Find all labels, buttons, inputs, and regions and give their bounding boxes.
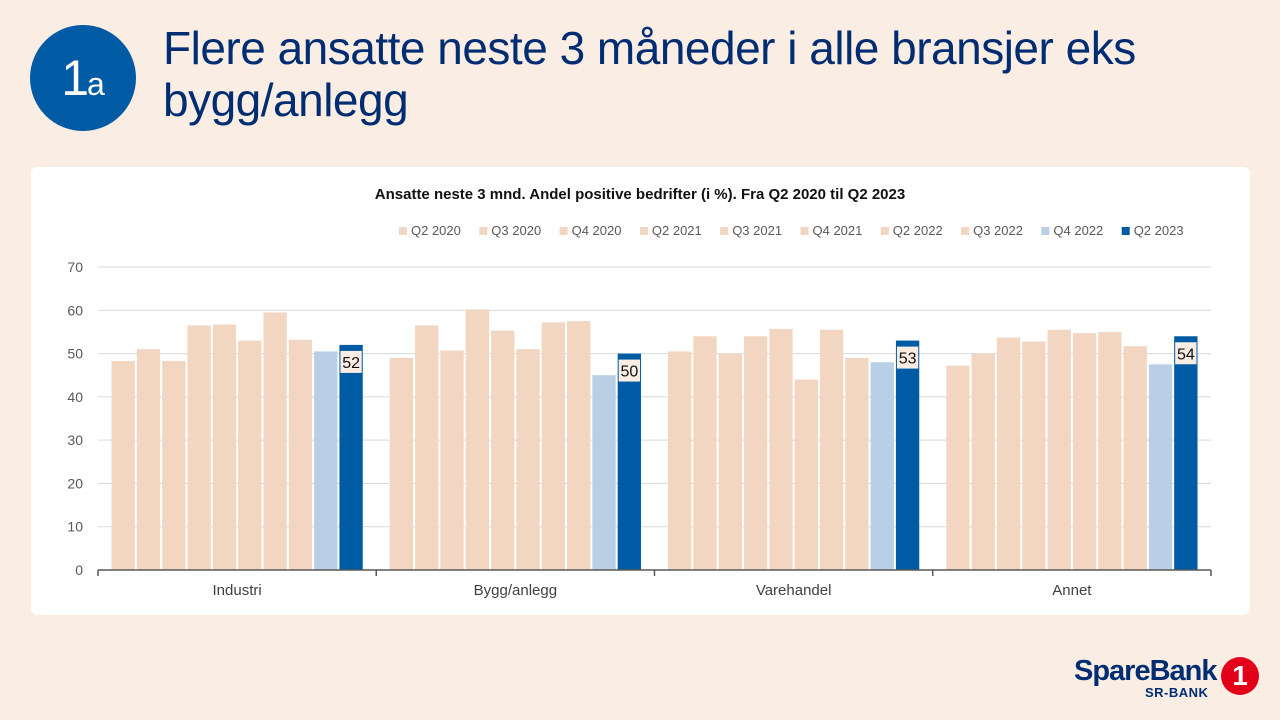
- bar: [1072, 333, 1097, 570]
- legend-label: Q4 2020: [572, 223, 622, 238]
- bar: [440, 350, 464, 570]
- bar: [541, 322, 566, 570]
- bar: [617, 353, 641, 570]
- bar: [1174, 336, 1198, 570]
- y-tick-label: 0: [75, 562, 83, 578]
- logo-wordmark: SpareBank: [1074, 655, 1218, 687]
- bar: [668, 351, 692, 570]
- legend-swatch: [1041, 227, 1050, 235]
- bar: [212, 324, 237, 570]
- bar: [794, 379, 818, 570]
- logo-one-mark: 1: [1221, 657, 1259, 695]
- bar: [465, 309, 490, 570]
- bar: [162, 360, 186, 570]
- data-label-box: [896, 346, 919, 369]
- legend-label: Q2 2021: [652, 223, 702, 238]
- bar: [743, 336, 768, 570]
- data-label: 50: [620, 364, 638, 381]
- legend-swatch: [720, 227, 729, 235]
- legend-swatch: [559, 227, 568, 235]
- bar: [1148, 364, 1173, 570]
- bar: [1098, 331, 1122, 570]
- bar: [1022, 341, 1046, 570]
- bar: [567, 321, 591, 570]
- bar: [187, 325, 211, 570]
- data-label: 52: [342, 355, 360, 372]
- bar: [769, 328, 793, 570]
- legend-swatch: [1121, 227, 1130, 235]
- legend-label: Q4 2022: [1053, 223, 1103, 238]
- sparebank-logo: SpareBank SR-BANK 1: [1074, 655, 1259, 700]
- bar: [288, 339, 313, 570]
- legend-label: Q3 2021: [732, 223, 782, 238]
- bar: [819, 329, 844, 570]
- bar: [415, 325, 439, 570]
- bar: [895, 340, 920, 570]
- legend-label: Q2 2022: [893, 223, 943, 238]
- bar: [263, 312, 287, 570]
- bar: [946, 365, 970, 570]
- legend-swatch: [800, 227, 809, 235]
- logo-subtitle: SR-BANK: [1145, 685, 1209, 700]
- legend-swatch: [961, 227, 970, 235]
- data-label: 53: [899, 351, 917, 368]
- bar: [693, 336, 717, 570]
- section-badge: 1 a: [30, 25, 136, 131]
- bar: [339, 344, 363, 570]
- legend-swatch: [639, 227, 648, 235]
- page-title: Flere ansatte neste 3 måneder i alle bra…: [163, 22, 1136, 126]
- bar: [238, 340, 262, 570]
- y-tick-label: 40: [67, 389, 83, 405]
- x-category-label: Industri: [213, 582, 262, 599]
- bar: [389, 357, 414, 570]
- legend-label: Q3 2020: [491, 223, 541, 238]
- legend-swatch: [880, 227, 889, 235]
- chart-title: Ansatte neste 3 mnd. Andel positive bedr…: [375, 186, 905, 203]
- y-tick-label: 60: [67, 302, 83, 318]
- data-label: 54: [1177, 346, 1195, 363]
- legend-label: Q3 2022: [973, 223, 1023, 238]
- bar-chart: Ansatte neste 3 mnd. Andel positive bedr…: [67, 186, 1212, 599]
- legend-swatch: [399, 227, 407, 235]
- bar: [491, 330, 515, 570]
- bar: [996, 337, 1021, 570]
- badge-number: 1: [61, 50, 89, 106]
- x-category-label: Varehandel: [756, 582, 832, 599]
- y-tick-label: 10: [67, 519, 83, 535]
- x-category-label: Annet: [1052, 582, 1092, 599]
- y-tick-label: 70: [67, 259, 83, 275]
- data-label-box: [340, 350, 362, 373]
- data-label-box: [618, 359, 640, 382]
- legend-label: Q2 2023: [1134, 223, 1184, 238]
- bar: [111, 360, 135, 570]
- legend-swatch: [479, 227, 488, 235]
- badge-letter: a: [87, 65, 105, 102]
- y-tick-label: 30: [67, 432, 83, 448]
- legend-label: Q2 2020: [411, 223, 461, 238]
- bar: [971, 353, 995, 570]
- bar: [516, 349, 540, 570]
- bar: [314, 351, 338, 570]
- x-category-label: Bygg/anlegg: [474, 582, 557, 599]
- bar: [718, 353, 742, 570]
- chart-panel: Ansatte neste 3 mnd. Andel positive bedr…: [31, 167, 1250, 615]
- bar: [592, 375, 616, 570]
- bar: [870, 362, 894, 570]
- bar: [845, 357, 869, 570]
- bar: [1047, 329, 1071, 570]
- y-tick-label: 20: [67, 475, 83, 491]
- bar: [1123, 346, 1147, 570]
- data-label-box: [1175, 342, 1197, 365]
- bar: [136, 349, 161, 570]
- y-tick-label: 50: [67, 346, 83, 362]
- legend-label: Q4 2021: [813, 223, 863, 238]
